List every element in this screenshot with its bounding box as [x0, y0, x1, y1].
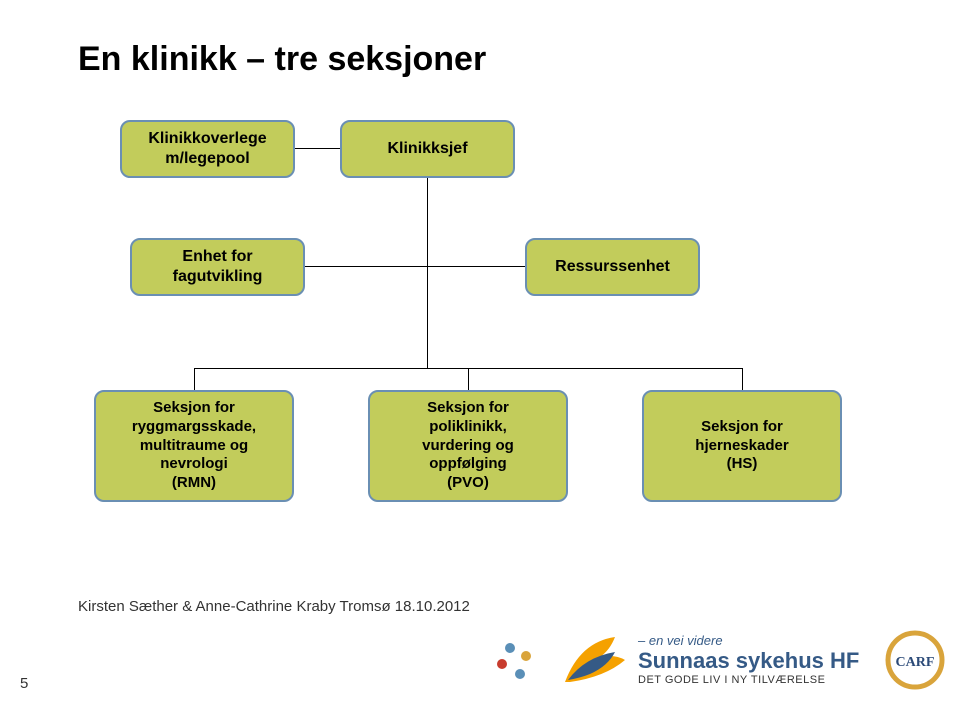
- node-klinikkoverlege: Klinikkoverlege m/legepool: [120, 120, 295, 178]
- node-klinikksjef: Klinikksjef: [340, 120, 515, 178]
- carf-seal-icon: CARF: [885, 630, 945, 690]
- node-pvo-line3: vurdering og: [422, 437, 514, 456]
- node-fagutvikling-line2: fagutvikling: [173, 267, 263, 287]
- node-rmn-line1: Seksjon for: [132, 399, 256, 418]
- node-ressurssenhet-line1: Ressurssenhet: [555, 257, 670, 277]
- slide-title: En klinikk – tre seksjoner: [78, 40, 486, 79]
- node-klinikkoverlege-line2: m/legepool: [148, 149, 266, 169]
- node-rmn-line3: multitraume og: [132, 437, 256, 456]
- node-pvo-line4: oppfølging: [422, 455, 514, 474]
- footer-brand: Sunnaas sykehus HF: [638, 648, 859, 674]
- node-rmn-line4: nevrologi: [132, 455, 256, 474]
- svg-text:CARF: CARF: [896, 655, 935, 670]
- footer-slogan: – en vei videre: [638, 633, 723, 648]
- footer-credit: Kirsten Sæther & Anne-Cathrine Kraby Tro…: [78, 598, 470, 615]
- sunnaas-logo-icon: [560, 632, 630, 687]
- node-pvo-line5: (PVO): [422, 474, 514, 493]
- node-klinikksjef-line1: Klinikksjef: [387, 139, 467, 159]
- page-number: 5: [20, 675, 28, 692]
- node-hs-line3: (HS): [695, 455, 788, 474]
- node-hs-line2: hjerneskader: [695, 437, 788, 456]
- node-hs: Seksjon for hjerneskader (HS): [642, 390, 842, 502]
- node-hs-line1: Seksjon for: [695, 418, 788, 437]
- node-fagutvikling: Enhet for fagutvikling: [130, 238, 305, 296]
- footer-subtitle: DET GODE LIV I NY TILVÆRELSE: [638, 674, 825, 686]
- node-ressurssenhet: Ressurssenhet: [525, 238, 700, 296]
- node-klinikkoverlege-line1: Klinikkoverlege: [148, 129, 266, 149]
- node-rmn: Seksjon for ryggmargsskade, multitraume …: [94, 390, 294, 502]
- node-pvo-line1: Seksjon for: [422, 399, 514, 418]
- node-rmn-line5: (RMN): [132, 474, 256, 493]
- node-pvo-line2: poliklinikk,: [422, 418, 514, 437]
- node-rmn-line2: ryggmargsskade,: [132, 418, 256, 437]
- node-pvo: Seksjon for poliklinikk, vurdering og op…: [368, 390, 568, 502]
- dots-icon: [490, 640, 545, 685]
- node-fagutvikling-line1: Enhet for: [173, 247, 263, 267]
